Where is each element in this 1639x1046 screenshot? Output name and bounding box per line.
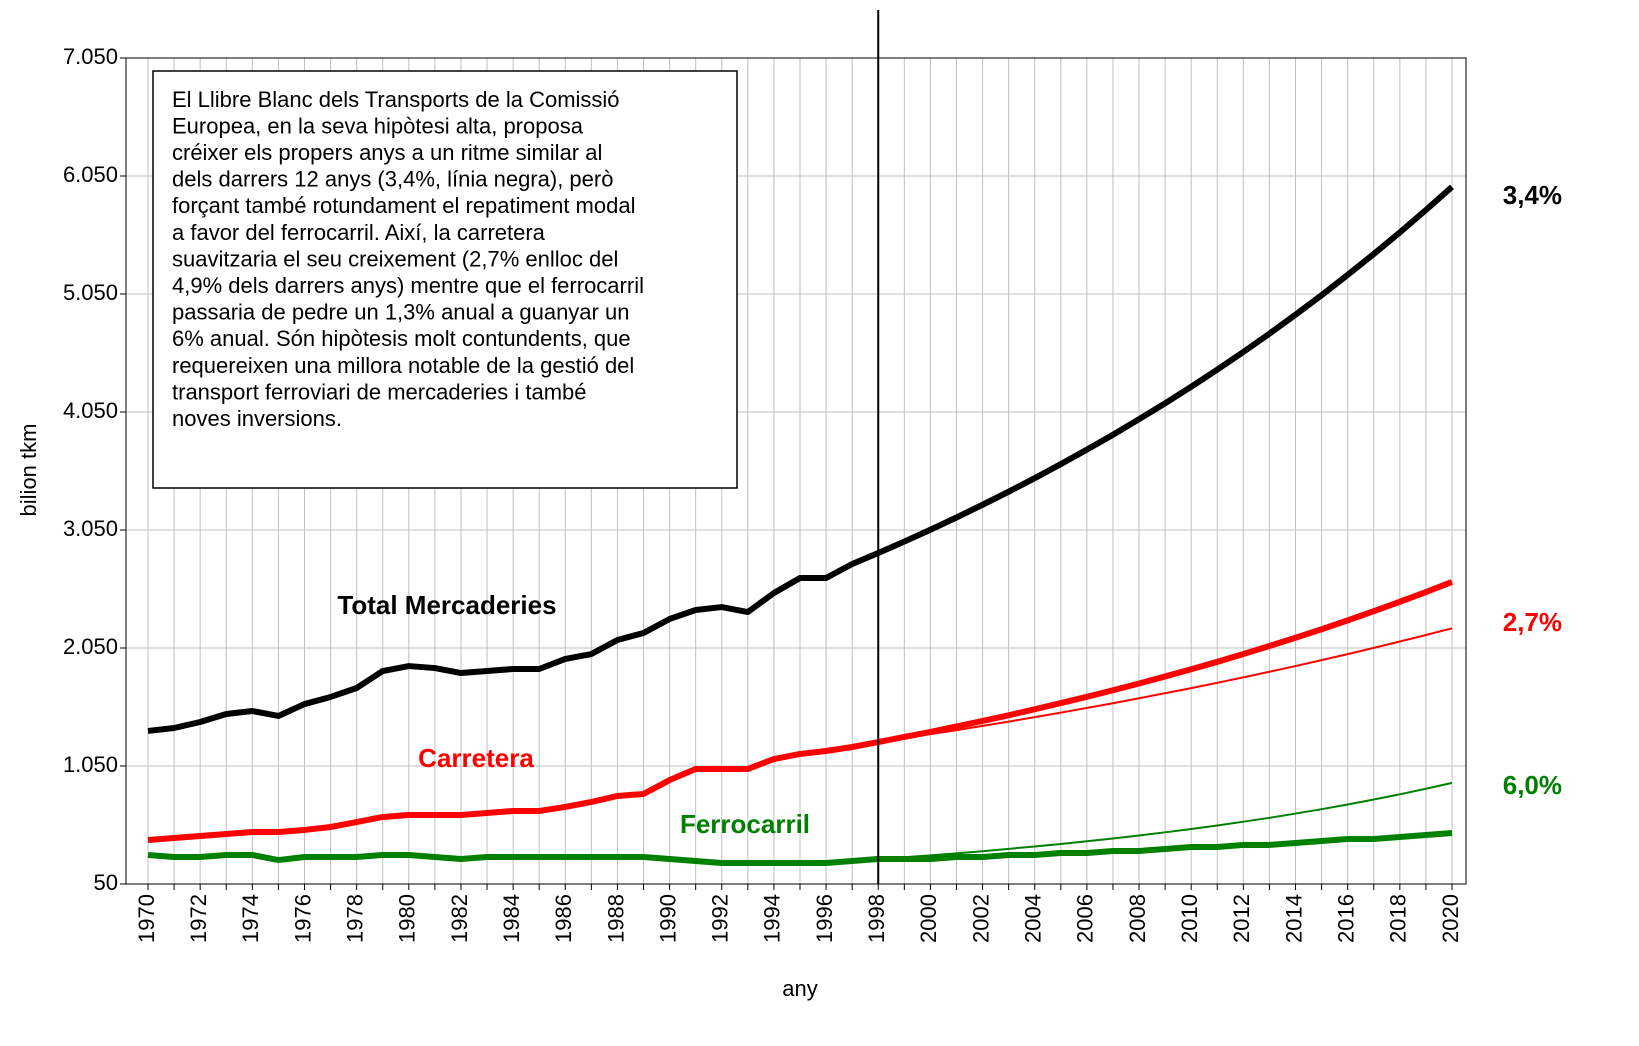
y-axis-title: bilion tkm bbox=[16, 424, 41, 517]
x-tick-label: 2012 bbox=[1229, 894, 1254, 943]
x-tick-label: 1972 bbox=[186, 894, 211, 943]
x-tick-label: 1994 bbox=[760, 894, 785, 943]
annotation: 2,7% bbox=[1503, 607, 1562, 637]
text-box-line: suavitzaria el seu creixement (2,7% enll… bbox=[172, 246, 618, 271]
y-tick-label: 5.050 bbox=[63, 280, 118, 305]
x-tick-label: 1996 bbox=[812, 894, 837, 943]
x-tick-label: 1988 bbox=[603, 894, 628, 943]
x-tick-label: 1990 bbox=[655, 894, 680, 943]
x-axis-title: any bbox=[782, 976, 817, 1001]
text-box-line: transport ferroviari de mercaderies i ta… bbox=[172, 379, 587, 404]
x-tick-label: 2016 bbox=[1333, 894, 1358, 943]
x-tick-label: 1982 bbox=[447, 894, 472, 943]
text-box-line: 4,9% dels darrers anys) mentre que el fe… bbox=[172, 273, 644, 298]
x-tick-label: 1986 bbox=[551, 894, 576, 943]
annotation: Total Mercaderies bbox=[337, 590, 556, 620]
text-box-line: dels darrers 12 anys (3,4%, línia negra)… bbox=[172, 167, 613, 192]
series-line bbox=[147, 579, 1454, 843]
text-box-line: 6% anual. Són hipòtesis molt contundents… bbox=[172, 326, 631, 351]
series-line bbox=[878, 627, 1453, 744]
x-tick-label: 1992 bbox=[708, 894, 733, 943]
x-tick-label: 1974 bbox=[238, 894, 263, 943]
x-tick-label: 2010 bbox=[1177, 894, 1202, 943]
series-line bbox=[878, 781, 1453, 860]
x-tick-label: 1980 bbox=[395, 894, 420, 943]
y-tick-label: 6.050 bbox=[63, 162, 118, 187]
x-tick-label: 2008 bbox=[1125, 894, 1150, 943]
annotation: Ferrocarril bbox=[680, 809, 810, 839]
y-tick-label: 7.050 bbox=[63, 44, 118, 69]
x-tick-label: 1970 bbox=[134, 894, 159, 943]
y-tick-label: 3.050 bbox=[63, 516, 118, 541]
text-box-line: passaria de pedre un 1,3% anual a guanya… bbox=[172, 300, 629, 325]
text-box-line: Europea, en la seva hipòtesi alta, propo… bbox=[172, 113, 584, 138]
annotation: 6,0% bbox=[1503, 770, 1562, 800]
text-box-line: a favor del ferrocarril. Així, la carret… bbox=[172, 220, 546, 245]
x-tick-label: 2004 bbox=[1021, 894, 1046, 943]
x-tick-label: 1978 bbox=[342, 894, 367, 943]
annotation: Carretera bbox=[418, 743, 534, 773]
plot-border bbox=[125, 57, 1467, 885]
series-line bbox=[147, 184, 1454, 734]
text-box-line: requereixen una millora notable de la ge… bbox=[172, 353, 634, 378]
x-tick-label: 2006 bbox=[1073, 894, 1098, 943]
y-tick-label: 50 bbox=[94, 870, 118, 895]
x-tick-label: 1998 bbox=[864, 894, 889, 943]
text-box-line: forçant també rotundament el repatiment … bbox=[172, 193, 635, 218]
x-tick-label: 1976 bbox=[290, 894, 315, 943]
x-tick-label: 2020 bbox=[1438, 894, 1463, 943]
x-tick-label: 2014 bbox=[1281, 894, 1306, 943]
text-box-line: El Llibre Blanc dels Transports de la Co… bbox=[172, 87, 620, 112]
x-tick-label: 2002 bbox=[968, 894, 993, 943]
annotation: 3,4% bbox=[1503, 180, 1562, 210]
x-tick-label: 2000 bbox=[916, 894, 941, 943]
y-tick-label: 4.050 bbox=[63, 398, 118, 423]
text-box-line: créixer els propers anys a un ritme simi… bbox=[172, 140, 602, 165]
text-box bbox=[152, 70, 738, 489]
x-tick-label: 1984 bbox=[499, 894, 524, 943]
text-box-line: noves inversions. bbox=[172, 406, 342, 431]
x-tick-label: 2018 bbox=[1386, 894, 1411, 943]
series-line bbox=[147, 830, 1453, 866]
y-tick-label: 2.050 bbox=[63, 634, 118, 659]
y-tick-label: 1.050 bbox=[63, 752, 118, 777]
